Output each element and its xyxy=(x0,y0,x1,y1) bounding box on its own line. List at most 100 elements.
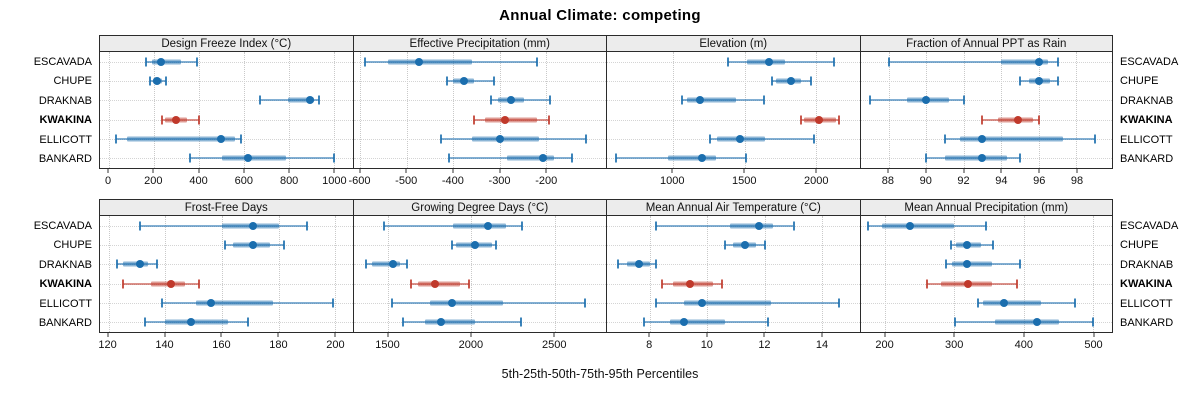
axis-tick-mark xyxy=(953,333,955,337)
axis-tick-mark xyxy=(553,333,555,337)
whisker-cap xyxy=(149,76,152,86)
panel-header: Effective Precipitation (mm) xyxy=(352,35,606,52)
axis-tick-mark xyxy=(333,169,335,173)
median-dot xyxy=(171,115,180,124)
interquartile-bar-25-75 xyxy=(684,300,771,306)
axis-tick-label: 180 xyxy=(269,339,288,351)
axis-tick-label: 2000 xyxy=(804,175,829,187)
whisker-cap xyxy=(1056,57,1059,67)
vertical-gridline xyxy=(289,52,291,168)
site-label-left: ELLICOTT xyxy=(39,133,92,146)
panel-plot-area xyxy=(859,52,1113,169)
whisker-cap xyxy=(445,76,448,86)
axis-tick-mark xyxy=(387,333,389,337)
row-gridline xyxy=(100,81,353,82)
axis-tick-label: 12 xyxy=(758,339,771,351)
axis-tick-label: 98 xyxy=(1070,175,1084,187)
whisker-cap xyxy=(832,57,835,67)
whisker-cap xyxy=(643,317,646,327)
axis-tick-mark xyxy=(648,333,650,337)
whisker-cap xyxy=(992,240,995,250)
panel-plot-area xyxy=(606,52,860,169)
median-dot xyxy=(166,279,175,288)
axis-tick-label: 140 xyxy=(155,339,174,351)
whisker-cap xyxy=(317,95,320,105)
site-label-left: ESCAVADA xyxy=(33,55,92,68)
panel-x-axis: 1500 2000 2500 xyxy=(353,333,607,358)
interquartile-bar-25-75 xyxy=(196,300,274,306)
median-dot xyxy=(765,57,774,66)
axis-tick-mark xyxy=(277,333,279,337)
median-dot xyxy=(436,318,445,327)
whisker-cap xyxy=(364,57,367,67)
site-label-left: DRAKNAB xyxy=(38,94,92,107)
axis-tick-mark xyxy=(1038,169,1040,173)
whisker-cap xyxy=(520,317,523,327)
median-dot xyxy=(740,241,749,249)
whisker-cap xyxy=(492,76,495,86)
interquartile-bar-25-75 xyxy=(122,261,149,267)
axis-tick-label: 14 xyxy=(815,339,829,351)
chart-title: Annual Climate: competing xyxy=(499,7,701,24)
median-dot xyxy=(216,135,225,143)
panel-elevation: Elevation (m) 1000 1500 2000 xyxy=(606,35,860,194)
median-dot xyxy=(470,241,479,249)
row-labels-right-bottom: ESCAVADA CHUPE DRAKNAB KWAKINA ELLICOTT BANKA… xyxy=(1113,199,1200,358)
whisker-cap xyxy=(838,115,841,125)
median-dot xyxy=(249,241,258,249)
whisker-cap xyxy=(654,221,657,231)
panel-x-axis: -600 -500 -400 -300 -200 xyxy=(348,169,607,194)
axis-tick-label: 8 xyxy=(646,339,653,351)
whisker-cap xyxy=(364,259,367,269)
median-dot xyxy=(922,96,931,105)
site-label-right: BANKARD xyxy=(1120,317,1174,330)
site-label-left: CHUPE xyxy=(53,75,92,88)
median-dot xyxy=(1034,57,1043,66)
site-label-left: BANKARD xyxy=(38,153,92,166)
vertical-gridline xyxy=(154,52,156,168)
axis-tick-mark xyxy=(405,169,407,173)
panel-header: Mean Annual Precipitation (mm) xyxy=(859,199,1113,216)
panel-plot-area xyxy=(99,216,353,333)
axis-tick-label: -500 xyxy=(395,175,418,187)
axis-tick-label: 200 xyxy=(875,339,894,351)
whisker-cap xyxy=(467,279,470,289)
interquartile-bar-25-75 xyxy=(151,59,182,65)
median-dot xyxy=(1033,318,1042,327)
axis-tick-label: 2500 xyxy=(542,339,567,351)
site-label-left: CHUPE xyxy=(53,239,92,252)
panel-mean-annual-precipitation: Mean Annual Precipitation (mm) 200 300 400… xyxy=(859,199,1113,358)
whisker-cap xyxy=(660,279,663,289)
median-dot xyxy=(962,241,971,249)
axis-tick-mark xyxy=(671,169,673,173)
vertical-gridline xyxy=(1023,216,1025,332)
row-gridline xyxy=(353,100,606,102)
whisker-cap xyxy=(489,95,492,105)
interquartile-bar-25-75 xyxy=(982,300,1041,306)
panel-x-axis: 0 200 400 600 800 1000 xyxy=(99,169,353,194)
whisker-cap xyxy=(813,134,816,144)
whisker-cap xyxy=(114,134,117,144)
whisker-cap xyxy=(409,279,412,289)
site-label-right: KWAKINA xyxy=(1120,278,1173,291)
whisker-cap xyxy=(867,221,870,231)
whisker-cap xyxy=(984,221,987,231)
whisker-cap xyxy=(571,153,574,163)
panel-mean-annual-air-temperature: Mean Annual Air Temperature (°C) 8 10 12 14 xyxy=(606,199,860,358)
site-label-right: DRAKNAB xyxy=(1120,94,1174,107)
whisker-cap xyxy=(723,240,726,250)
whisker-cap xyxy=(615,153,618,163)
site-label-left: BANKARD xyxy=(38,317,92,330)
axis-tick-mark xyxy=(743,169,745,173)
median-dot xyxy=(496,135,505,143)
row-labels-left-bottom: ESCAVADA CHUPE DRAKNAB KWAKINA ELLICOTT BANKA… xyxy=(0,199,99,358)
row-gridline xyxy=(607,81,860,82)
interquartile-bar-25-75 xyxy=(730,223,774,229)
whisker-cap xyxy=(401,317,404,327)
interquartile-bar-25-75 xyxy=(667,155,717,161)
whisker-cap xyxy=(160,115,163,125)
whisker-cap xyxy=(654,259,657,269)
whisker-cap xyxy=(617,259,620,269)
whisker-cap xyxy=(868,95,871,105)
